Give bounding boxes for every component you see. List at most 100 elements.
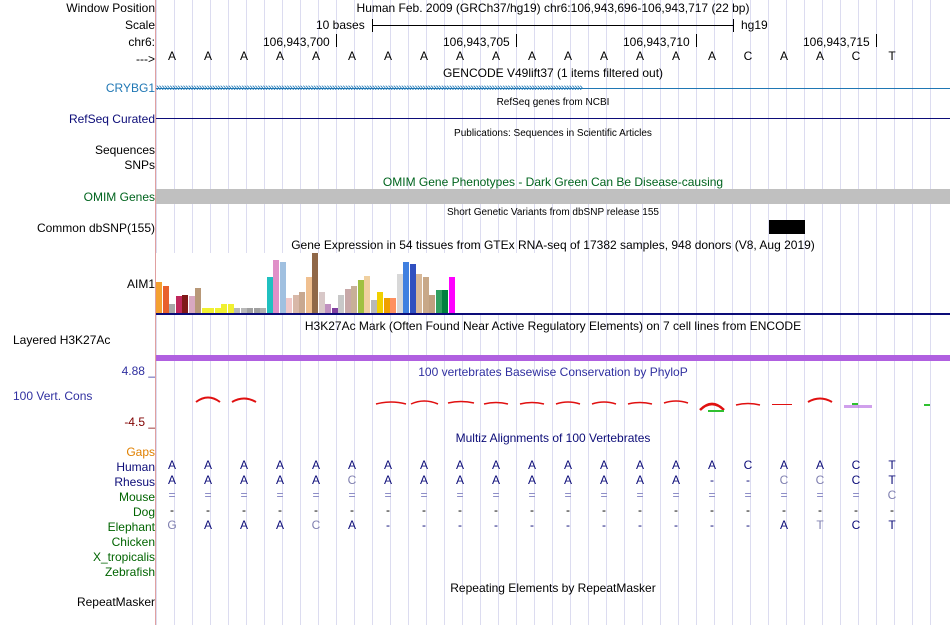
phylop-track-title: 100 vertebrates Basewise Conservation by…: [418, 365, 688, 379]
alignment-base-mouse: =: [276, 488, 284, 502]
gtex-tissue-bar[interactable]: [370, 300, 377, 313]
repeatmasker-track-label[interactable]: RepeatMasker: [76, 595, 155, 609]
species-zebrafish-label[interactable]: Zebrafish: [104, 565, 155, 579]
species-rhesus-label[interactable]: Rhesus: [114, 475, 155, 489]
species-mouse-label[interactable]: Mouse: [118, 490, 155, 504]
snps-track-label[interactable]: SNPs: [124, 158, 155, 172]
species-chicken-label[interactable]: Chicken: [111, 535, 155, 549]
gtex-tissue-bar[interactable]: [156, 282, 162, 313]
gene-model-crybg1[interactable]: ››››››››››››››››››››››››››››››››››››››››…: [156, 82, 950, 95]
repeatmasker-track-title: Repeating Elements by RepeatMasker: [450, 581, 656, 595]
gtex-tissue-bar[interactable]: [338, 295, 344, 313]
gtex-tissue-bar[interactable]: [195, 288, 201, 313]
sequence-base: A: [563, 49, 572, 63]
gtex-tissue-bar[interactable]: [312, 253, 318, 313]
gtex-tissue-bar[interactable]: [409, 264, 416, 313]
alignment-base-elephant: A: [779, 518, 788, 532]
dbsnp-variant-block[interactable]: [769, 220, 805, 234]
gtex-track-label[interactable]: AIM1: [126, 277, 155, 291]
gtex-tissue-bar[interactable]: [286, 298, 292, 313]
dbsnp-track-label[interactable]: Common dbSNP(155): [36, 221, 155, 235]
alignment-base-mouse: =: [456, 488, 464, 502]
strand-arrow-label[interactable]: --->: [136, 52, 155, 66]
gene-name-label[interactable]: CRYBG1: [105, 81, 155, 95]
alignment-base-elephant: A: [203, 518, 212, 532]
h3k27ac-track-title: H3K27Ac Mark (Often Found Near Active Re…: [304, 319, 802, 333]
gtex-tissue-bar[interactable]: [162, 286, 169, 313]
gtex-tissue-bar[interactable]: [318, 292, 325, 313]
gtex-tissue-bar[interactable]: [188, 296, 195, 313]
gtex-tissue-bar[interactable]: [435, 290, 442, 313]
cons-peak: [591, 401, 617, 405]
omim-gene-bar[interactable]: [156, 189, 950, 204]
gtex-tissue-bar[interactable]: [357, 280, 364, 313]
alignment-base-rhesus: A: [671, 473, 680, 487]
gtex-expression-chart[interactable]: [156, 253, 536, 313]
refseq-track-label[interactable]: RefSeq Curated: [68, 112, 155, 126]
alignment-base-rhesus: A: [527, 473, 536, 487]
gtex-tissue-bar[interactable]: [396, 274, 403, 313]
gtex-tissue-bar[interactable]: [416, 274, 422, 313]
gtex-tissue-bar[interactable]: [266, 277, 273, 313]
sequence-base: A: [779, 49, 788, 63]
species-xtropicalis-label[interactable]: X_tropicalis: [92, 550, 155, 564]
omim-track-label[interactable]: OMIM Genes: [83, 190, 155, 204]
vert-cons-track-label[interactable]: 100 Vert. Cons: [13, 389, 93, 403]
alignment-base-dog: -: [746, 503, 750, 517]
species-dog-label[interactable]: Dog: [132, 505, 155, 519]
gtex-tissue-bar[interactable]: [429, 295, 435, 313]
gtex-tissue-bar[interactable]: [390, 298, 396, 313]
gtex-tissue-bar[interactable]: [227, 304, 234, 313]
alignment-base-rhesus: C: [851, 473, 861, 487]
gtex-tissue-bar[interactable]: [344, 289, 351, 313]
species-human-label[interactable]: Human: [116, 460, 155, 474]
gtex-tissue-bar[interactable]: [253, 308, 260, 313]
gtex-tissue-bar[interactable]: [240, 308, 247, 313]
gtex-tissue-bar[interactable]: [260, 308, 266, 313]
gtex-tissue-bar[interactable]: [377, 292, 383, 313]
h3k27ac-track-label[interactable]: Layered H3K27Ac: [13, 333, 111, 347]
gtex-tissue-bar[interactable]: [442, 290, 448, 313]
alignment-base-rhesus: A: [383, 473, 392, 487]
gtex-tissue-bar[interactable]: [351, 286, 357, 313]
cons-peak: [519, 401, 545, 405]
gtex-tissue-bar[interactable]: [234, 308, 240, 313]
phylop-conservation-plot[interactable]: [156, 390, 950, 450]
gtex-tissue-bar[interactable]: [175, 296, 182, 313]
gtex-tissue-bar[interactable]: [273, 260, 279, 313]
gtex-tissue-bar[interactable]: [422, 277, 429, 313]
gtex-tissue-bar[interactable]: [221, 304, 227, 313]
gtex-tissue-bar[interactable]: [364, 276, 370, 313]
h3k27ac-signal-bar[interactable]: [156, 355, 950, 361]
gtex-tissue-bar[interactable]: [299, 292, 305, 313]
gtex-tissue-bar[interactable]: [279, 262, 286, 313]
alignment-base-dog: -: [278, 503, 282, 517]
gtex-tissue-bar[interactable]: [403, 262, 409, 313]
gtex-tissue-bar[interactable]: [292, 295, 299, 313]
refseq-gene-line[interactable]: [156, 118, 950, 119]
gtex-tissue-bar[interactable]: [331, 308, 338, 313]
gtex-tissue-bar[interactable]: [208, 308, 214, 313]
gtex-tissue-bar[interactable]: [448, 277, 455, 313]
gtex-tissue-bar[interactable]: [325, 304, 331, 313]
browser-image-area[interactable]: Human Feb. 2009 (GRCh37/hg19) chr6:106,9…: [156, 0, 950, 625]
gtex-tissue-bar[interactable]: [305, 277, 312, 313]
gtex-tissue-bar[interactable]: [169, 304, 175, 313]
gtex-tissue-bar[interactable]: [383, 298, 390, 313]
alignment-base-human: A: [635, 458, 644, 472]
sequence-base: A: [383, 49, 392, 63]
cons-peak: [410, 400, 439, 405]
alignment-base-elephant: -: [566, 518, 570, 532]
gtex-tissue-bar[interactable]: [201, 308, 208, 313]
gtex-tissue-bar[interactable]: [182, 295, 188, 313]
window-position-label[interactable]: Window Position: [66, 1, 155, 15]
scale-label[interactable]: Scale: [124, 18, 155, 32]
gaps-track-label[interactable]: Gaps: [126, 445, 155, 459]
gtex-tissue-bar[interactable]: [214, 308, 221, 313]
sequences-track-label[interactable]: Sequences: [94, 143, 155, 157]
cons-peak: [195, 396, 221, 403]
alignment-base-dog: -: [422, 503, 426, 517]
gtex-tissue-bar[interactable]: [247, 308, 253, 313]
species-elephant-label[interactable]: Elephant: [107, 520, 155, 534]
alignment-base-rhesus: A: [203, 473, 212, 487]
